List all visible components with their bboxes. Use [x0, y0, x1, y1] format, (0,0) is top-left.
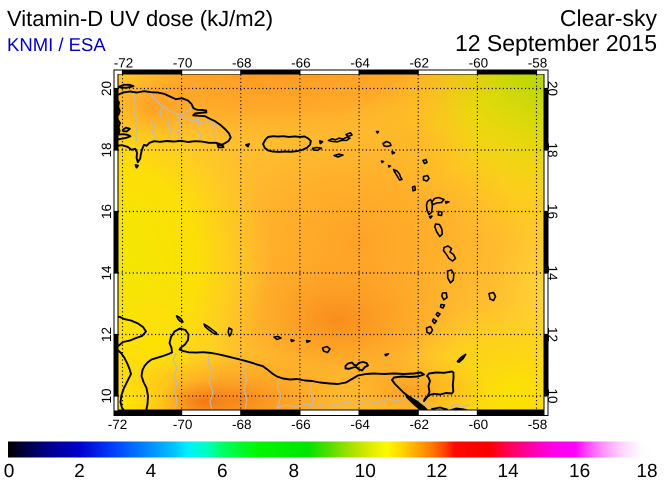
svg-text:10: 10 — [545, 388, 560, 403]
svg-text:-72: -72 — [108, 417, 128, 432]
svg-text:12: 12 — [99, 327, 114, 342]
svg-text:-66: -66 — [291, 417, 311, 432]
svg-text:-64: -64 — [350, 417, 370, 432]
svg-text:0: 0 — [4, 461, 15, 480]
svg-text:-62: -62 — [409, 56, 429, 71]
svg-text:20: 20 — [99, 81, 114, 96]
svg-text:14: 14 — [498, 461, 520, 480]
svg-text:12 September 2015: 12 September 2015 — [455, 30, 657, 56]
svg-text:20: 20 — [545, 81, 560, 96]
svg-text:12: 12 — [426, 461, 447, 480]
svg-text:-60: -60 — [469, 56, 489, 71]
svg-text:6: 6 — [217, 461, 228, 480]
svg-text:-70: -70 — [173, 417, 193, 432]
svg-text:18: 18 — [99, 142, 114, 157]
svg-text:16: 16 — [569, 461, 590, 480]
svg-text:-62: -62 — [409, 417, 429, 432]
svg-text:18: 18 — [545, 142, 560, 157]
svg-text:-66: -66 — [291, 56, 311, 71]
svg-text:KNMI / ESA: KNMI / ESA — [7, 34, 106, 55]
svg-text:10: 10 — [99, 388, 114, 403]
svg-text:-68: -68 — [232, 56, 252, 71]
svg-text:2: 2 — [74, 461, 85, 480]
svg-text:-70: -70 — [173, 56, 193, 71]
svg-text:10: 10 — [355, 461, 376, 480]
svg-text:4: 4 — [146, 461, 157, 480]
svg-text:-68: -68 — [232, 417, 252, 432]
svg-text:Clear-sky: Clear-sky — [560, 5, 658, 31]
svg-text:14: 14 — [99, 265, 114, 281]
svg-text:8: 8 — [289, 461, 300, 480]
svg-text:18: 18 — [636, 461, 657, 480]
svg-text:16: 16 — [545, 204, 560, 219]
svg-text:-58: -58 — [528, 417, 548, 432]
svg-text:-64: -64 — [350, 56, 370, 71]
svg-text:12: 12 — [545, 327, 560, 342]
svg-text:-72: -72 — [114, 56, 134, 71]
svg-text:Vitamin-D UV dose (kJ/m2): Vitamin-D UV dose (kJ/m2) — [7, 6, 273, 31]
svg-text:-60: -60 — [469, 417, 489, 432]
svg-text:16: 16 — [99, 204, 114, 219]
svg-text:14: 14 — [545, 265, 560, 281]
svg-text:-58: -58 — [528, 56, 548, 71]
